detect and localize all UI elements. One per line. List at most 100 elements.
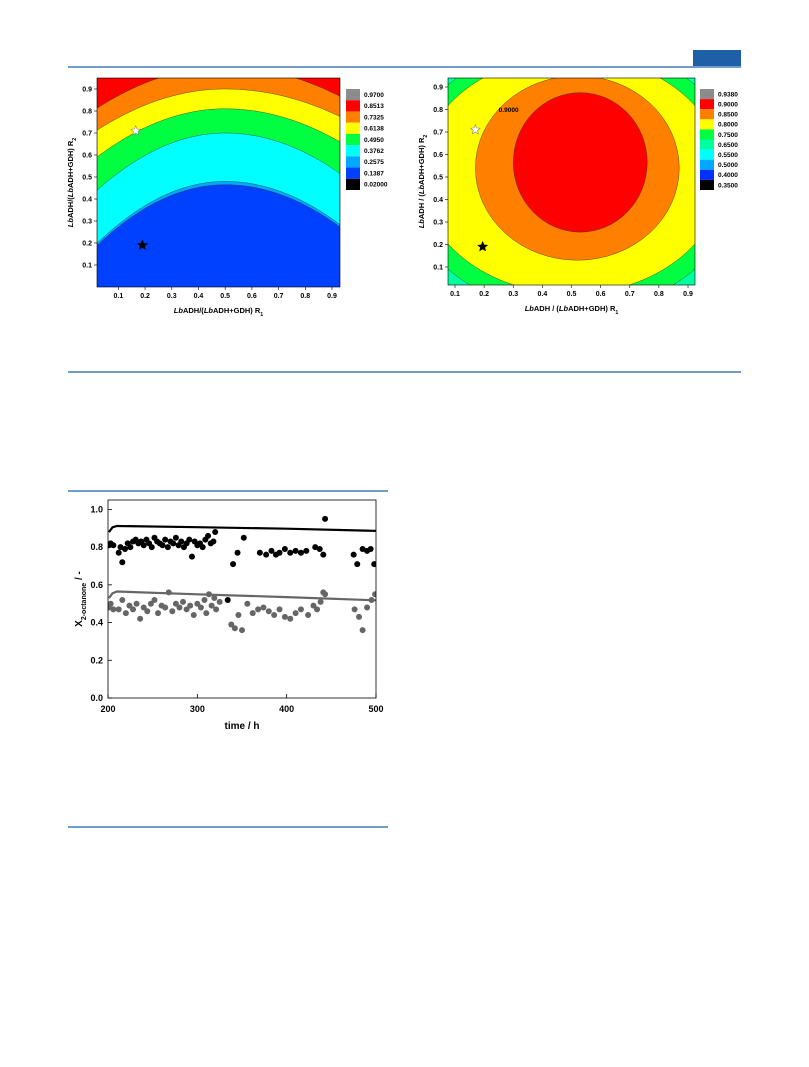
x-tick-label: 0.4	[538, 291, 548, 298]
data-point	[212, 529, 219, 536]
x-tick-label: 0.9	[327, 293, 337, 300]
axis-title-part: ADH/(	[183, 306, 204, 315]
x-tick-label: 0.5	[220, 293, 230, 300]
data-point	[297, 606, 304, 613]
data-point	[314, 606, 321, 613]
y-tick-label: 1.0	[90, 504, 103, 514]
legend-label: 0.4000	[718, 172, 738, 179]
data-point	[115, 549, 122, 556]
data-point	[371, 561, 376, 568]
axis-title-part: ADH+GDH) R	[417, 137, 426, 185]
legend-label: 0.8513	[364, 103, 384, 110]
data-point	[208, 602, 215, 609]
model-line	[108, 590, 376, 602]
legend-label: 0.6500	[718, 142, 738, 149]
axis-title-part: time / h	[224, 721, 259, 732]
axis-title-part: Lb	[204, 306, 214, 315]
star-marker	[477, 241, 489, 252]
x-tick-label: 200	[100, 704, 115, 714]
legend-swatch	[346, 178, 360, 190]
data-point	[169, 608, 176, 615]
data-point	[292, 610, 299, 617]
x-tick-label: 0.4	[194, 293, 204, 300]
x-tick-label: 0.6	[596, 291, 606, 298]
data-point	[292, 547, 299, 554]
axis-title-part: ADH+GDH) R	[568, 304, 616, 313]
legend-label: 0.8500	[718, 112, 738, 119]
y-tick-label: 0.8	[82, 109, 92, 116]
star-marker	[469, 124, 481, 135]
data-point	[234, 549, 241, 556]
legend-swatch	[700, 99, 714, 110]
y-tick-label: 0.6	[433, 152, 443, 159]
data-point	[322, 591, 329, 598]
legend-label: 0.9380	[718, 91, 738, 98]
contour-band	[97, 184, 340, 287]
data-point	[276, 549, 283, 556]
data-point	[172, 600, 179, 607]
axis-title: time / h	[224, 721, 259, 732]
data-point	[122, 610, 129, 617]
data-point	[255, 606, 262, 613]
data-point	[216, 598, 223, 605]
axis-title-part: 1	[615, 310, 618, 316]
data-point	[186, 536, 193, 543]
data-point	[317, 598, 324, 605]
data-point	[121, 546, 128, 553]
axis-title-part: ADH / (	[534, 304, 560, 313]
data-point	[281, 613, 288, 620]
data-point	[263, 551, 270, 558]
data-point	[119, 559, 126, 566]
data-point	[140, 604, 147, 611]
axis-title-part: Lb	[66, 218, 75, 228]
legend-swatch	[346, 100, 360, 112]
x-tick-label: 0.8	[654, 291, 664, 298]
plot-area	[108, 515, 376, 634]
y-tick-label: 0.6	[90, 580, 103, 590]
y-tick-label: 0.0	[90, 693, 103, 703]
data-point	[297, 549, 304, 556]
data-point	[140, 542, 147, 549]
x-tick-label: 0.3	[508, 291, 518, 298]
x-tick-label: 0.1	[450, 291, 460, 298]
axis-title-part: / -	[74, 571, 85, 583]
data-point	[130, 606, 137, 613]
data-point	[359, 627, 366, 634]
x-tick-label: 0.9	[683, 291, 693, 298]
data-point	[372, 591, 376, 598]
axis-title-part: Lb	[174, 306, 184, 315]
data-point	[162, 536, 169, 543]
data-point	[354, 561, 361, 568]
legend-swatch	[700, 139, 714, 150]
x-tick-label: 0.7	[274, 293, 284, 300]
axis-title-part: Lb	[66, 188, 75, 198]
axis-title-part: 2-octanone	[81, 583, 88, 620]
data-point	[180, 598, 187, 605]
axis-title-part: ADH+GDH) R	[66, 140, 75, 188]
data-point	[305, 612, 312, 619]
data-point	[224, 596, 231, 603]
y-tick-label: 0.3	[82, 219, 92, 226]
data-point	[268, 547, 275, 554]
legend-swatch	[346, 122, 360, 134]
legend-label: 0.3500	[718, 182, 738, 189]
y-tick-label: 0.3	[433, 220, 443, 227]
plot-frame	[96, 77, 341, 288]
x-tick-label: 0.3	[167, 293, 177, 300]
y-tick-label: 0.8	[433, 107, 443, 114]
data-point	[172, 534, 179, 541]
data-point	[176, 604, 183, 611]
data-point	[205, 532, 212, 539]
legend-swatch	[346, 145, 360, 157]
legend-label: 0.6138	[364, 126, 384, 133]
data-point	[287, 615, 294, 622]
axis-title-part: Lb	[525, 304, 535, 313]
legend-label: 0.5500	[718, 152, 738, 159]
axis-title: LbADH/(LbADH+GDH) R2	[66, 138, 78, 227]
x-tick-label: 0.2	[479, 291, 489, 298]
y-tick-label: 0.4	[433, 197, 443, 204]
data-point	[144, 608, 151, 615]
data-point	[137, 615, 144, 622]
legend-label: 0.9000	[718, 101, 738, 108]
